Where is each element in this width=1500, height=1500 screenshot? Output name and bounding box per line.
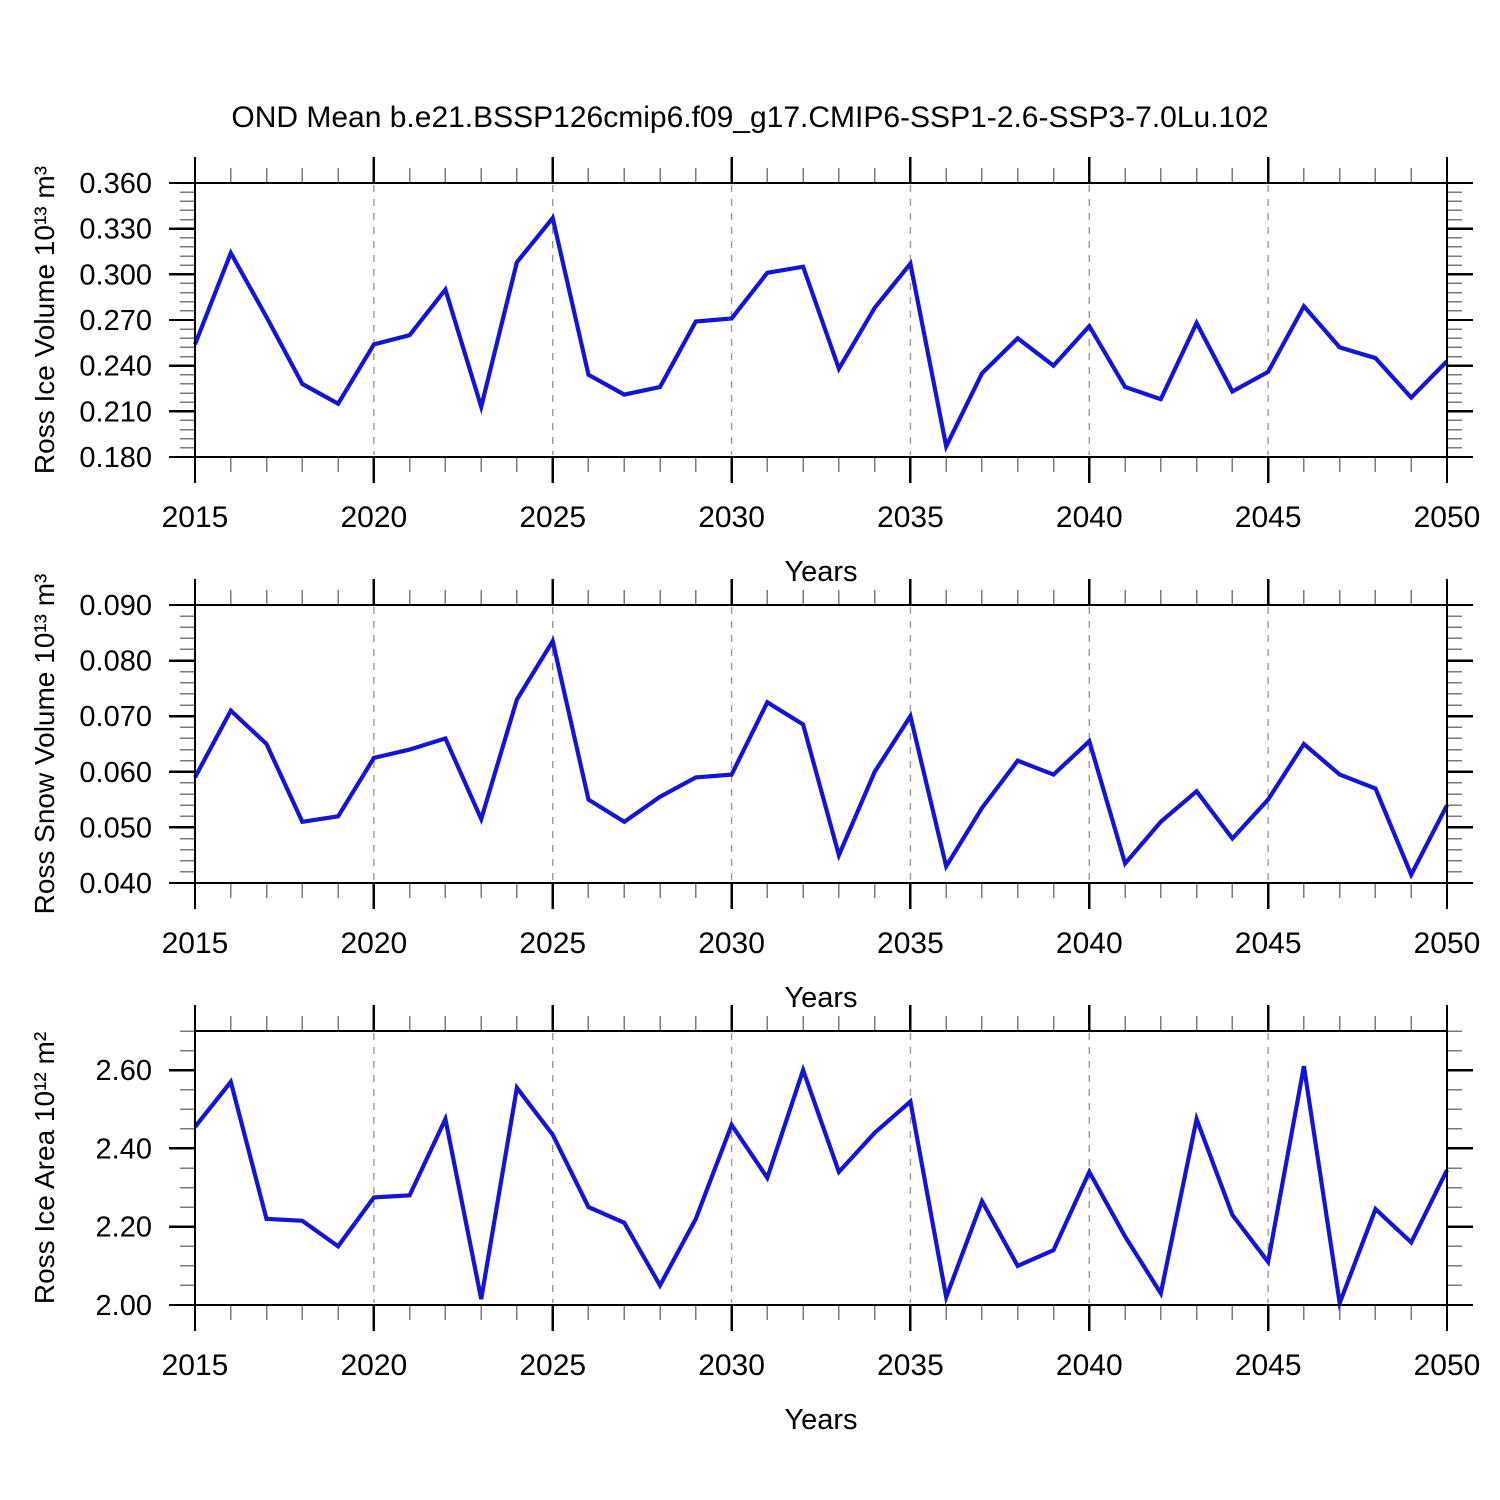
plot-frame [193,181,1449,459]
x-tick-label: 2050 [1414,1349,1481,1382]
x-tick-label: 2015 [162,1349,229,1382]
y-tick-label: 2.20 [96,1212,152,1244]
y-tick-label: 0.270 [79,305,152,337]
x-tick-label: 2045 [1235,1349,1302,1382]
x-tick-label: 2030 [698,1349,765,1382]
x-tick-label: 2025 [519,501,586,534]
y-tick-label: 0.090 [79,590,152,622]
y-tick-label: 0.360 [79,168,152,200]
y-tick-label: 2.60 [96,1055,152,1087]
y-tick-label: 0.040 [79,868,152,900]
y-tick-label: 0.050 [79,812,152,844]
y-axis-label-ross-ice-area: Ross Ice Area 10¹² m² [29,1031,60,1305]
x-tick-label: 2040 [1056,501,1123,534]
x-tick-label: 2050 [1414,501,1481,534]
y-tick-label: 0.240 [79,351,152,383]
x-tick-label: 2020 [340,927,407,960]
x-tick-label: 2045 [1235,501,1302,534]
plot-frame [193,603,1449,885]
chart-title: OND Mean b.e21.BSSP126cmip6.f09_g17.CMIP… [231,101,1269,134]
x-tick-label: 2015 [162,501,229,534]
x-tick-label: 2025 [519,1349,586,1382]
x-tick-label: 2015 [162,927,229,960]
data-line-series [193,213,1449,453]
x-tick-label: 2035 [877,501,944,534]
data-line-series [193,635,1449,880]
y-tick-label: 0.060 [79,757,152,789]
x-tick-label: 2035 [877,927,944,960]
x-tick-label: 2020 [340,501,407,534]
y-tick-label: 0.070 [79,701,152,733]
y-tick-label: 0.080 [79,646,152,678]
x-tick-label: 2025 [519,927,586,960]
y-tick-label: 0.180 [79,442,152,474]
x-tick-label: 2045 [1235,927,1302,960]
x-tick-label: 2050 [1414,927,1481,960]
chart-panel-3: 2.00 2.20 2.40 2.60 2015 2020 2025 2030 2035 2040… [96,1005,1481,1382]
y-tick-label: 2.00 [96,1290,152,1322]
y-tick-label: 0.330 [79,214,152,246]
y-tick-label: 0.210 [79,396,152,428]
x-tick-label: 2040 [1056,1349,1123,1382]
x-tick-label: 2020 [340,1349,407,1382]
x-axis-label-years-middle: Years [784,982,858,1014]
data-line-series [193,1063,1449,1312]
x-tick-label: 2035 [877,1349,944,1382]
x-tick-label: 2030 [698,927,765,960]
chart-panel-1: 0.180 0.210 0.240 0.270 0.300 0.330 0.360 2015 2… [79,157,1480,534]
x-tick-label: 2040 [1056,927,1123,960]
y-tick-label: 2.40 [96,1133,152,1165]
x-axis-label-years-bottom: Years [784,1404,858,1436]
chart-panel-2: 0.040 0.050 0.060 0.070 0.080 0.090 2015 2020 20… [79,579,1480,960]
x-tick-label: 2030 [698,501,765,534]
plot-frame [193,1029,1449,1307]
x-axis-label-years-top: Years [784,556,858,588]
y-tick-label: 0.300 [79,259,152,291]
